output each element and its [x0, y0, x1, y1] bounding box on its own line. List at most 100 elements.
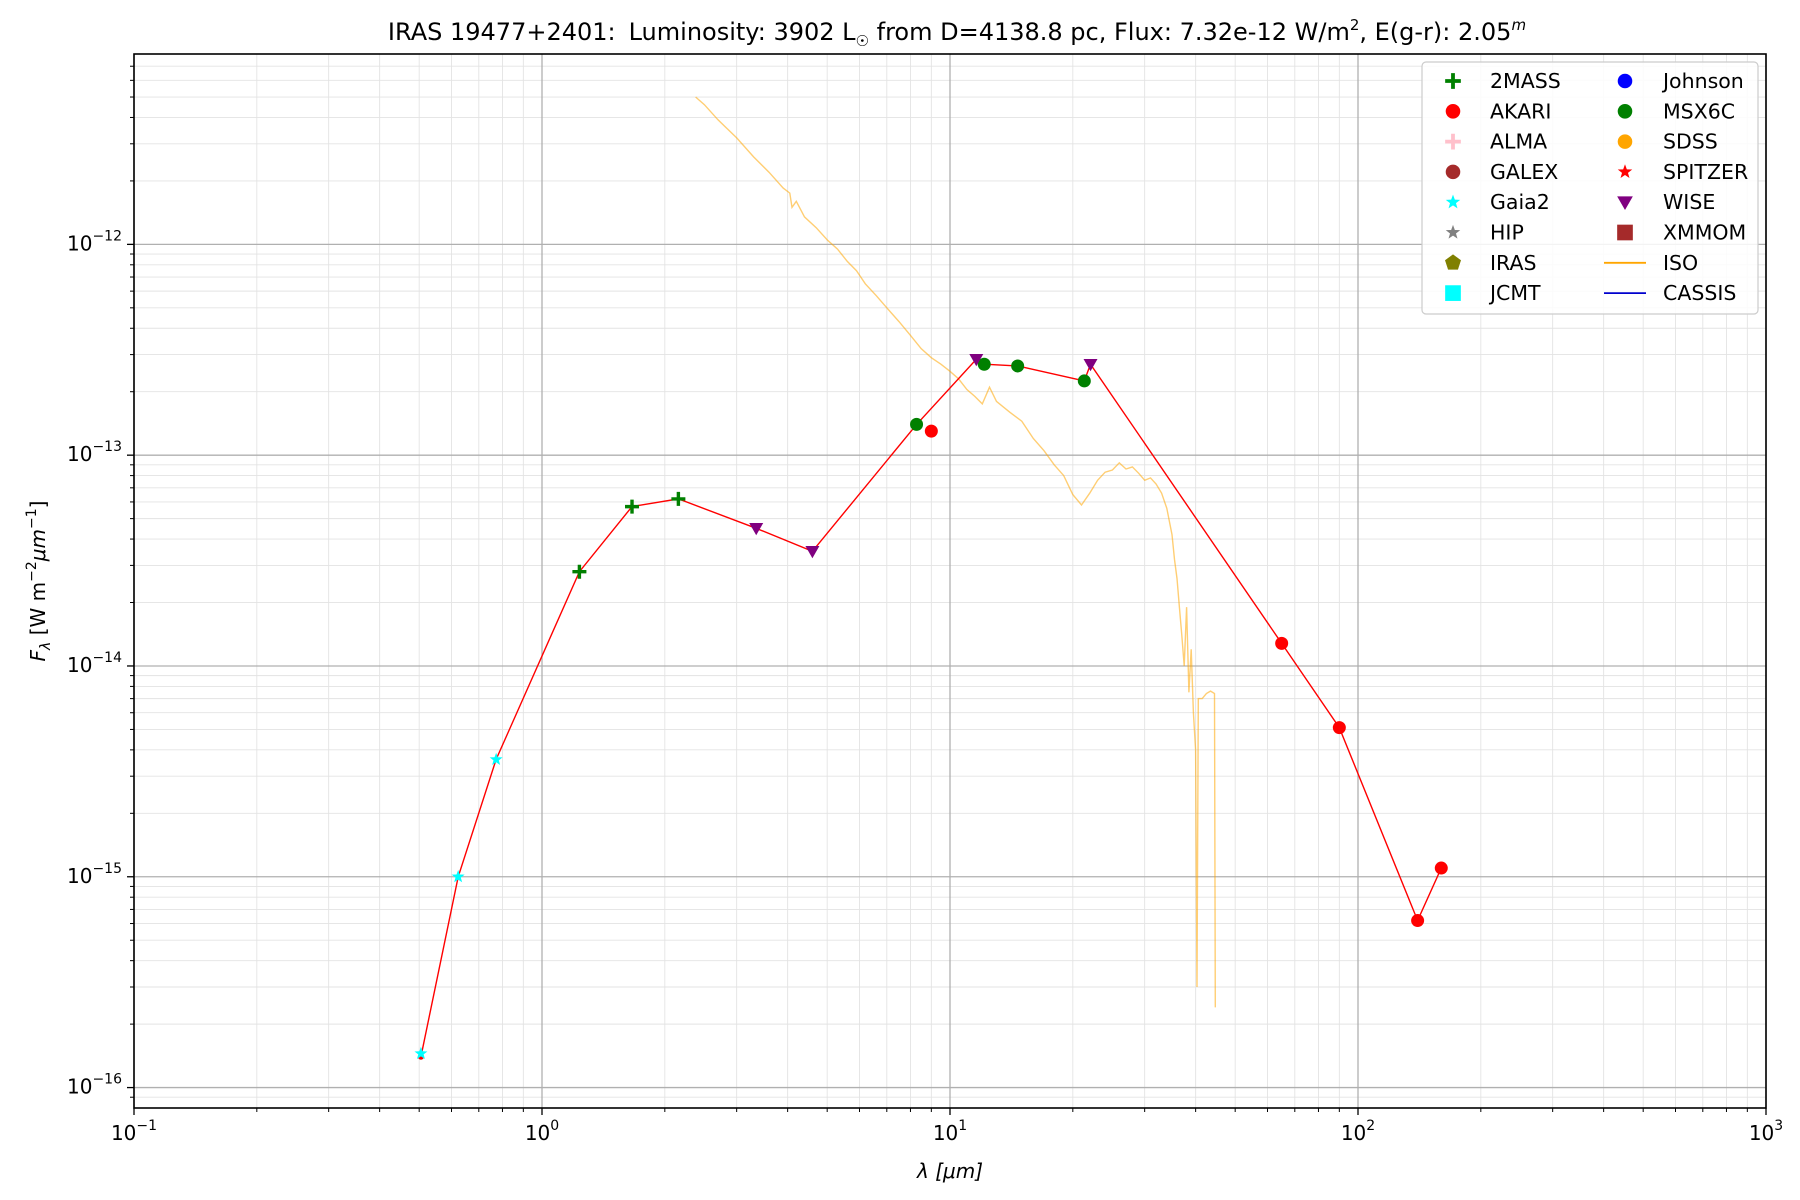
x-label-symbol: λ — [916, 1159, 929, 1183]
iso-spectrum-layer — [695, 96, 1216, 1008]
wise-data-point — [749, 523, 764, 536]
x-tick-label: 103 — [1749, 1118, 1783, 1145]
legend-marker-gaia2 — [1445, 194, 1461, 209]
grid — [133, 54, 1767, 1108]
y-label-unit-b: μm — [26, 529, 50, 562]
y-tick-label: 10−14 — [67, 650, 122, 677]
y-tick-label: 10−16 — [67, 1072, 122, 1099]
iso-spectrum-line — [695, 96, 1216, 1008]
y-label-exp2: −1 — [24, 508, 40, 529]
legend-box — [1421, 61, 1759, 315]
y-tick-label: 10−12 — [67, 228, 122, 255]
legend-marker-spitzer — [1617, 164, 1633, 179]
plot-frame — [133, 53, 1767, 1109]
legend-entry-jcmt: JCMT — [1445, 281, 1541, 305]
legend-label-xmmom: XMMOM — [1663, 221, 1746, 245]
x-tick-label: 10−1 — [111, 1118, 157, 1145]
akari-data-point — [1434, 861, 1448, 875]
x-tick-label: 100 — [525, 1118, 559, 1145]
y-axis-label: Fλ [W m−2μm−1] — [24, 501, 54, 662]
x-tick-label: 101 — [933, 1118, 967, 1145]
title-reddening-exponent: m — [1511, 16, 1526, 34]
legend-label-johnson: Johnson — [1661, 69, 1744, 93]
x-label-unit: [μm] — [935, 1159, 983, 1183]
chart-title: IRAS 19477+2401: Luminosity: 3902 L☉ from… — [388, 16, 1526, 50]
wise-data-point — [805, 546, 820, 559]
gaia2-data-point — [414, 1046, 428, 1060]
akari-data-point — [1411, 914, 1425, 928]
y-tick-label: 10−15 — [67, 861, 122, 888]
legend-marker-iras — [1445, 254, 1461, 270]
title-object: IRAS 19477+2401: — [388, 18, 616, 46]
x-axis-label: λ [μm] — [916, 1159, 983, 1183]
legend-marker-2mass — [1445, 73, 1461, 89]
photometry-markers — [414, 354, 1448, 1060]
akari-data-point — [924, 424, 938, 438]
2mass-data-point — [572, 564, 587, 579]
legend-entry-msx6c: MSX6C — [1617, 99, 1735, 123]
legend-entry-cassis: CASSIS — [1604, 281, 1736, 305]
title-reddening: , E(g-r): 2.05 — [1359, 18, 1511, 46]
legend-marker-xmmom — [1617, 224, 1633, 241]
legend-label-sdss: SDSS — [1663, 130, 1718, 154]
legend-marker-wise — [1617, 196, 1633, 211]
msx6c-data-point — [910, 417, 924, 431]
legend-items: 2MASS AKARI ALMA GALEX Gaia2 HIP IRAS JCMT Johns… — [1445, 69, 1748, 305]
legend-label-msx6c: MSX6C — [1663, 99, 1735, 123]
legend-label-iso: ISO — [1663, 251, 1698, 275]
2mass-data-point — [671, 491, 686, 506]
legend-label-alma: ALMA — [1490, 130, 1547, 154]
wise-data-point — [969, 354, 984, 367]
2mass-data-point — [625, 499, 640, 514]
legend-entry-hip: HIP — [1445, 221, 1524, 245]
legend-marker-jcmt — [1445, 285, 1461, 301]
legend-entry-2mass: 2MASS — [1445, 69, 1561, 93]
title-sun-symbol: ☉ — [856, 32, 869, 50]
legend-label-cassis: CASSIS — [1663, 281, 1736, 305]
legend-label-wise: WISE — [1663, 190, 1715, 214]
akari-data-point — [1332, 721, 1346, 735]
x-tick-label: 102 — [1341, 1118, 1375, 1145]
legend-label-akari: AKARI — [1490, 99, 1551, 123]
legend-label-hip: HIP — [1490, 221, 1524, 245]
msx6c-data-point — [1077, 374, 1091, 388]
gaia2-data-point — [489, 752, 503, 765]
y-label-subscript: λ — [38, 642, 54, 651]
legend-entry-galex: GALEX — [1445, 160, 1558, 184]
y-tick-label: 10−13 — [67, 439, 122, 466]
legend-entry-spitzer: SPITZER — [1617, 160, 1748, 184]
legend-entry-iso: ISO — [1604, 251, 1698, 275]
msx6c-data-point — [977, 357, 991, 371]
title-distance-flux: from D=4138.8 pc, Flux: 7.32e-12 W/m — [869, 18, 1350, 46]
y-label-unit-c: ] — [26, 501, 50, 509]
msx6c-data-point — [1011, 359, 1025, 373]
gaia2-data-point — [451, 869, 465, 883]
legend-marker-msx6c — [1617, 104, 1633, 119]
legend-entry-iras: IRAS — [1445, 251, 1537, 275]
legend-entry-wise: WISE — [1617, 190, 1715, 214]
legend-entry-johnson: Johnson — [1617, 69, 1744, 93]
legend-entry-alma: ALMA — [1445, 130, 1547, 154]
legend-marker-alma — [1445, 133, 1461, 150]
legend-label-gaia2: Gaia2 — [1490, 190, 1550, 214]
legend: 2MASS AKARI ALMA GALEX Gaia2 HIP IRAS JCMT Johns… — [1421, 61, 1759, 315]
legend-label-spitzer: SPITZER — [1663, 160, 1748, 184]
legend-marker-hip — [1445, 224, 1461, 239]
legend-marker-johnson — [1617, 73, 1633, 89]
legend-marker-akari — [1445, 104, 1461, 119]
legend-entry-gaia2: Gaia2 — [1445, 190, 1550, 214]
legend-label-iras: IRAS — [1490, 251, 1537, 275]
y-label-symbol: F — [26, 649, 50, 661]
y-label-unit-a: [W m — [26, 582, 50, 642]
akari-data-point — [1275, 636, 1289, 650]
sed-line — [420, 358, 1442, 1057]
legend-entry-akari: AKARI — [1445, 99, 1551, 123]
legend-entry-xmmom: XMMOM — [1617, 221, 1746, 245]
y-label-exp1: −2 — [24, 561, 40, 582]
legend-marker-sdss — [1617, 134, 1633, 149]
title-flux-exponent: 2 — [1350, 16, 1360, 34]
legend-label-galex: GALEX — [1490, 160, 1558, 184]
wise-data-point — [1083, 358, 1098, 372]
legend-label-2mass: 2MASS — [1490, 69, 1561, 93]
